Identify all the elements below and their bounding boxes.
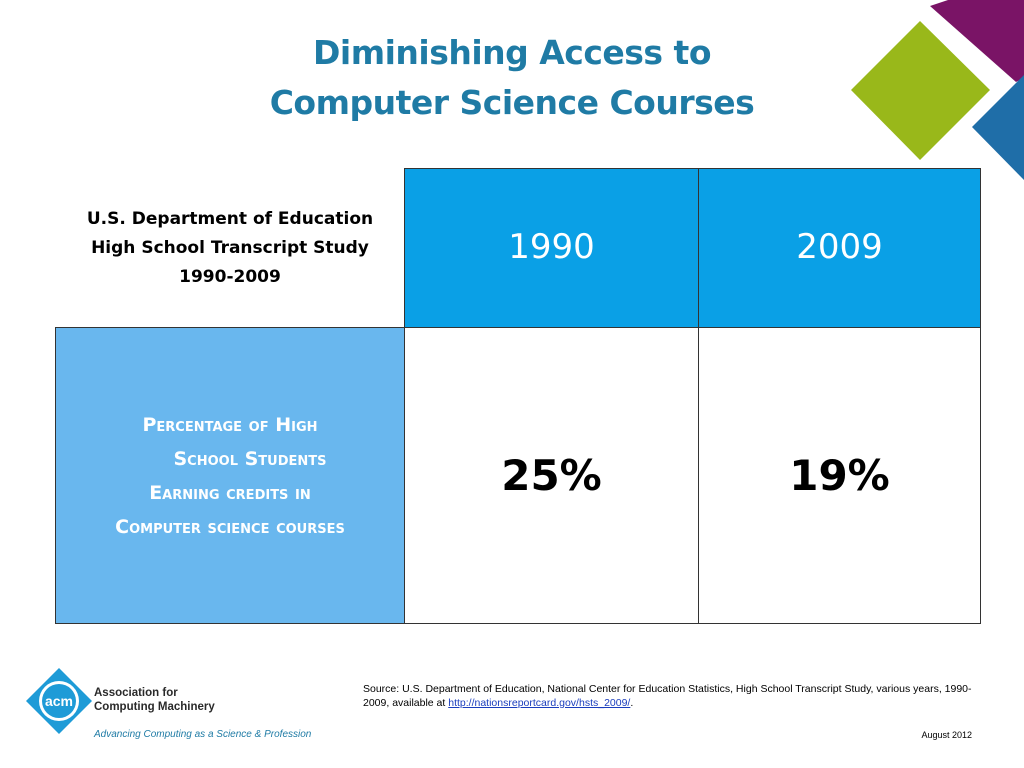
column-header-1990: 1990 [404,168,699,328]
source-note: Source: U.S. Department of Education, Na… [363,682,983,710]
row-label: Percentage of High School Students Earni… [55,327,405,624]
acm-logo-name: Association for Computing Machinery [94,686,215,714]
corner-decoration [851,0,1024,180]
value-1990: 25% [404,327,699,624]
title-line-1: Diminishing Access to [312,33,712,72]
slide-date: August 2012 [921,730,972,740]
page-title: Diminishing Access to Computer Science C… [0,28,1024,128]
column-header-2009: 2009 [698,168,981,328]
study-line-3: 1990-2009 [179,266,281,287]
purple-diamond-shape [930,0,1024,82]
study-line-1: U.S. Department of Education [86,208,374,229]
green-diamond-shape [851,21,990,160]
acm-logo-mark: acm [45,693,73,709]
row-label-line-2: School Students [173,447,327,470]
logo-tagline: Advancing Computing as a Science & Profe… [94,729,312,740]
row-label-line-1: Percentage of High [142,413,318,436]
logo-name-line-1: Association for [94,687,178,699]
study-caption: U.S. Department of Education High School… [55,168,405,328]
source-end: . [630,697,634,709]
value-2009: 19% [698,327,981,624]
title-line-2: Computer Science Courses [269,83,755,122]
row-label-line-3: Earning credits in [149,481,311,504]
acm-logo-icon: acm [26,668,92,734]
row-label-line-4: Computer science courses [115,515,345,538]
study-line-2: High School Transcript Study [91,237,369,258]
logo-name-line-2: Computing Machinery [94,701,215,713]
blue-diamond-shape [972,75,1024,180]
source-link[interactable]: http://nationsreportcard.gov/hsts_2009/ [448,697,631,709]
source-text: Source: U.S. Department of Education, Na… [363,683,972,709]
